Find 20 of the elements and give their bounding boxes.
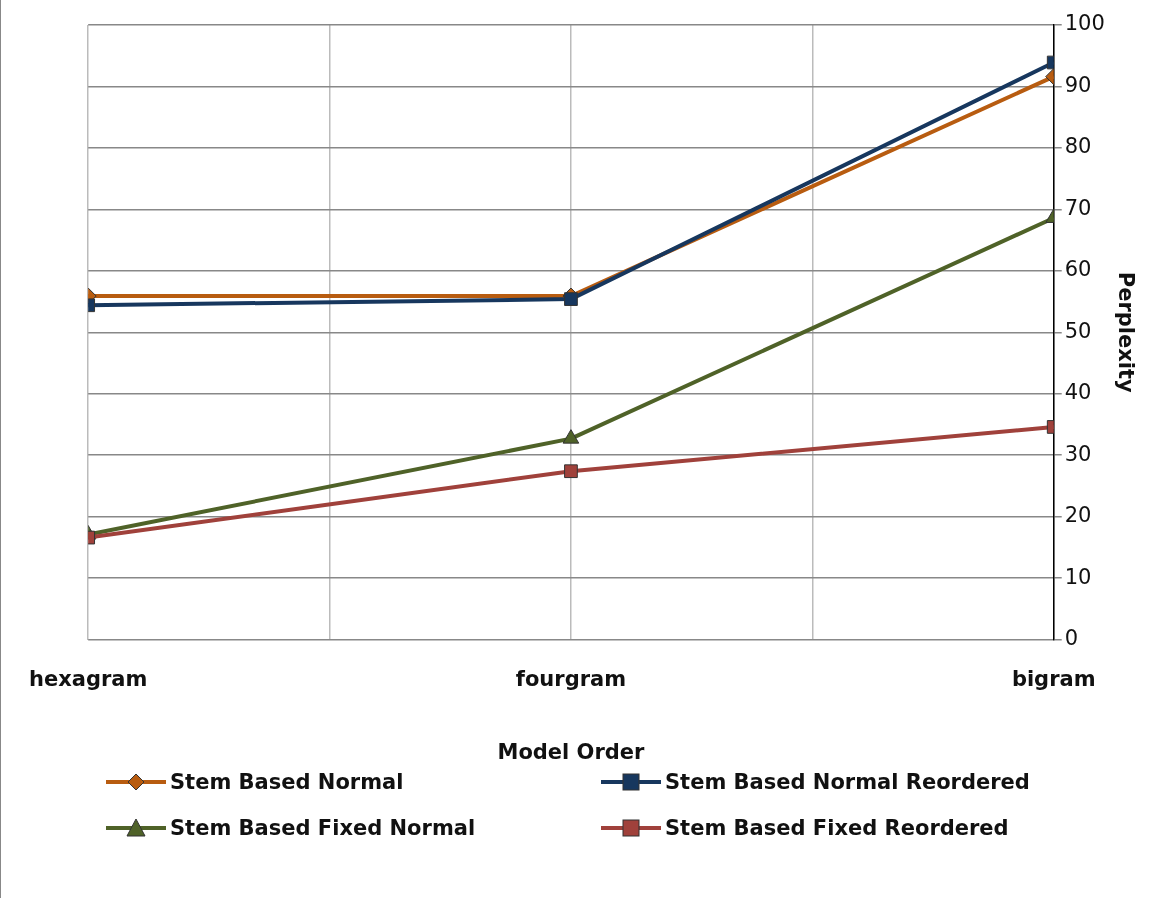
y-tick-label: 90: [1064, 72, 1092, 97]
x-tick-label: fourgram: [515, 666, 627, 691]
legend-label: Stem Based Normal Reordered: [665, 770, 1030, 794]
y-tick-label: 0: [1064, 626, 1079, 651]
x-tick-label: hexagram: [29, 666, 148, 691]
y-tick-label: 80: [1064, 134, 1092, 159]
y-tick-label: 70: [1064, 195, 1092, 220]
y-tick-label: 10: [1064, 564, 1092, 589]
legend-label: Stem Based Fixed Reordered: [665, 816, 1009, 840]
x-tick-label: bigram: [1011, 666, 1096, 691]
y-tick-label: 100: [1064, 11, 1105, 36]
x-axis-title: Model Order: [497, 739, 646, 764]
legend-label: Stem Based Normal: [170, 770, 404, 794]
y-tick-label: 50: [1064, 318, 1092, 343]
y-tick-label: 60: [1064, 257, 1092, 282]
y-axis-title: Perplexity: [1113, 271, 1138, 394]
y-tick-label: 20: [1064, 503, 1092, 528]
y-tick-label: 40: [1064, 380, 1092, 405]
y-tick-label: 30: [1064, 441, 1092, 466]
legend-label: Stem Based Fixed Normal: [170, 816, 476, 840]
